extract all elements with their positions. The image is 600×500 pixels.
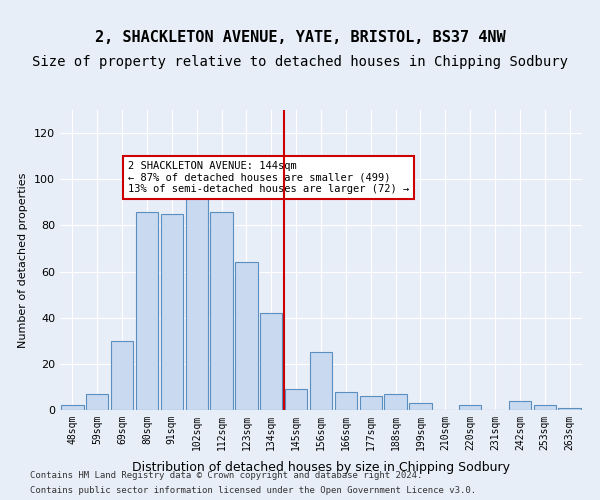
- Text: 2, SHACKLETON AVENUE, YATE, BRISTOL, BS37 4NW: 2, SHACKLETON AVENUE, YATE, BRISTOL, BS3…: [95, 30, 505, 45]
- Bar: [409, 403, 431, 410]
- Bar: [260, 313, 283, 410]
- Bar: [211, 212, 233, 410]
- Bar: [235, 262, 257, 410]
- Bar: [111, 341, 133, 410]
- Bar: [533, 406, 556, 410]
- Bar: [359, 396, 382, 410]
- Bar: [61, 406, 83, 410]
- Bar: [185, 186, 208, 410]
- Bar: [136, 212, 158, 410]
- Text: Contains HM Land Registry data © Crown copyright and database right 2024.: Contains HM Land Registry data © Crown c…: [30, 471, 422, 480]
- X-axis label: Distribution of detached houses by size in Chipping Sodbury: Distribution of detached houses by size …: [132, 461, 510, 474]
- Bar: [385, 394, 407, 410]
- Bar: [459, 406, 481, 410]
- Bar: [335, 392, 357, 410]
- Text: Size of property relative to detached houses in Chipping Sodbury: Size of property relative to detached ho…: [32, 55, 568, 69]
- Text: 2 SHACKLETON AVENUE: 144sqm
← 87% of detached houses are smaller (499)
13% of se: 2 SHACKLETON AVENUE: 144sqm ← 87% of det…: [128, 161, 409, 194]
- Y-axis label: Number of detached properties: Number of detached properties: [19, 172, 28, 348]
- Bar: [285, 389, 307, 410]
- Text: Contains public sector information licensed under the Open Government Licence v3: Contains public sector information licen…: [30, 486, 476, 495]
- Bar: [86, 394, 109, 410]
- Bar: [509, 401, 531, 410]
- Bar: [559, 408, 581, 410]
- Bar: [310, 352, 332, 410]
- Bar: [161, 214, 183, 410]
